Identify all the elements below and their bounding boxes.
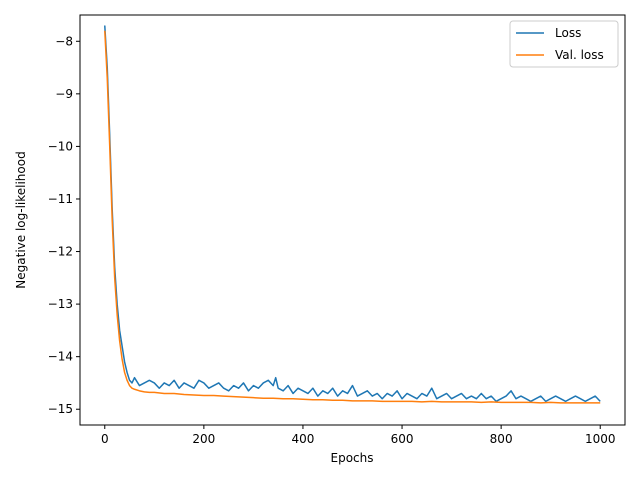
series-line-val-loss [104,30,601,404]
legend-label-loss: Loss [555,26,581,40]
legend-label-val-loss: Val. loss [555,48,604,62]
x-ticks: 0 200 400 600 800 1000 [101,425,616,446]
axes-layer [79,14,626,426]
x-tick-label: 800 [490,432,513,446]
y-tick-label: −11 [48,192,73,206]
y-tick-label: −8 [55,34,73,48]
plot-frame [79,14,626,426]
plot-area [80,15,625,425]
y-ticks: −15 −14 −13 −12 −11 −10 −9 −8 [48,34,80,416]
y-axis-label: Negative log-likelihood [14,151,28,288]
y-tick-label: −10 [48,139,73,153]
x-tick-label: 400 [292,432,315,446]
y-tick-label: −13 [48,297,73,311]
x-tick-label: 0 [101,432,109,446]
legend: Loss Val. loss [509,20,619,68]
y-tick-label: −14 [48,350,73,364]
x-tick-label: 600 [391,432,414,446]
x-axis-label: Epochs [331,451,374,465]
series-line-loss [104,25,601,403]
x-tick-label: 200 [192,432,215,446]
y-tick-label: −15 [48,402,73,416]
series-layer [104,25,601,404]
y-tick-label: −9 [55,87,73,101]
x-tick-label: 1000 [585,432,616,446]
y-tick-label: −12 [48,245,73,259]
